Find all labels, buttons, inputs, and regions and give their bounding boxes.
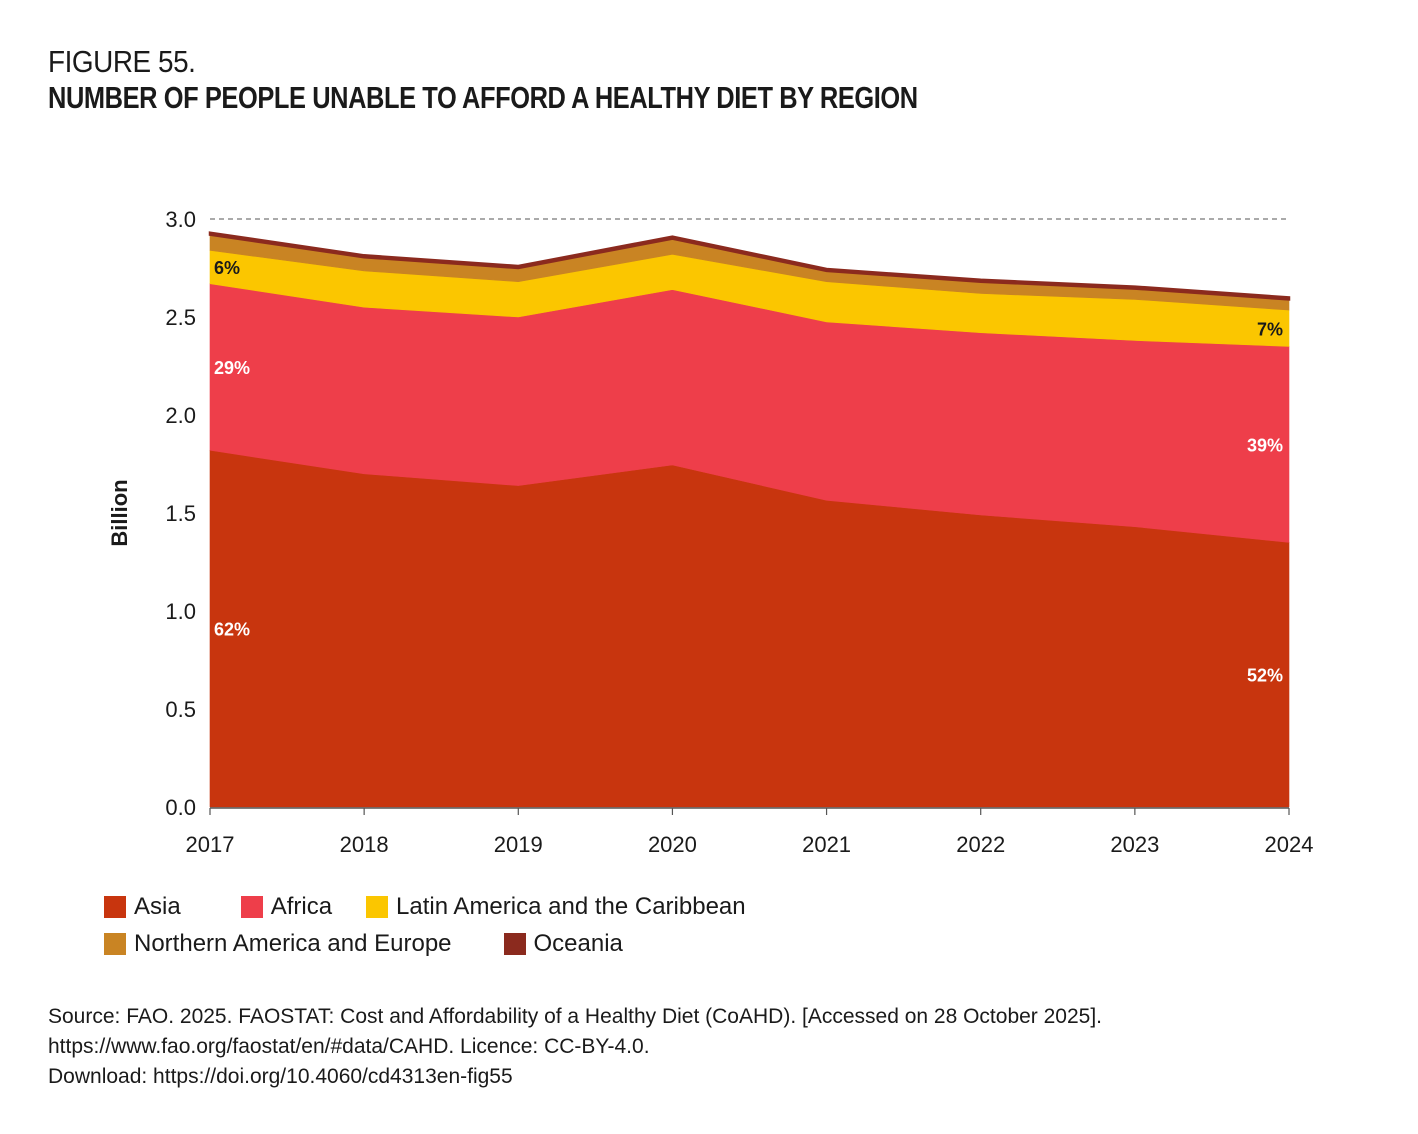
axes: 2017 2018 2019 2020 2021 2022 2023 2024 0.0 0.5 1.… [165, 207, 1313, 857]
x-tick-label: 2024 [1265, 832, 1314, 857]
legend-swatch-nae [104, 932, 126, 955]
legend-row-2: Northern America and Europe Oceania [104, 925, 780, 962]
y-tick-label: 2.0 [165, 403, 196, 428]
legend-swatch-oceania [503, 932, 526, 955]
annotations: 62% 29% 6% 52% 39% 7% [214, 258, 1283, 686]
y-tick-label: 0.0 [165, 795, 196, 820]
y-tick-label: 2.5 [165, 305, 196, 330]
pct-label-asia-2017: 62% [214, 620, 250, 640]
figure-number: FIGURE 55. [48, 44, 196, 79]
x-tick-label: 2023 [1110, 832, 1159, 857]
legend-swatch-asia [104, 895, 126, 918]
source-line-1: Source: FAO. 2025. FAOSTAT: Cost and Aff… [48, 1005, 1103, 1028]
x-tick-label: 2022 [956, 832, 1005, 857]
y-tick-label: 1.0 [165, 599, 196, 624]
legend-item-oceania: Oceania [503, 929, 623, 958]
legend-item-asia: Asia [104, 893, 181, 921]
pct-label-latin-america-and-the-caribbean-2024: 7% [1257, 319, 1283, 339]
legend-label-africa: Africa [270, 892, 333, 920]
legend-label-asia: Asia [134, 892, 181, 920]
pct-label-africa-2017: 29% [214, 358, 250, 378]
pct-label-asia-2024: 52% [1247, 666, 1283, 686]
x-tick-label: 2019 [494, 832, 543, 857]
x-tick-label: 2021 [802, 832, 851, 857]
source-line-3: Download: https://doi.org/10.4060/cd4313… [48, 1065, 513, 1088]
y-tick-label: 1.5 [165, 501, 196, 526]
legend-swatch-africa [240, 895, 263, 918]
legend-label-lac: Latin America and the Caribbean [396, 892, 746, 920]
legend: Asia Africa Latin America and the Caribb… [104, 888, 780, 962]
legend-label-nae: Northern America and Europe [134, 929, 452, 957]
y-tick-label: 3.0 [165, 207, 196, 232]
pct-label-africa-2024: 39% [1247, 435, 1283, 455]
area-layers [208, 231, 1291, 808]
legend-item-africa: Africa [240, 892, 333, 921]
pct-label-latin-america-and-the-caribbean-2017: 6% [214, 258, 240, 278]
legend-item-lac: Latin America and the Caribbean [366, 893, 746, 921]
y-axis-label: Billion [107, 479, 132, 546]
x-tick-label: 2020 [648, 832, 697, 857]
stacked-area-chart: 2017 2018 2019 2020 2021 2022 2023 2024 0.0 0.5 1.… [107, 207, 1313, 857]
area-oceania [208, 231, 1291, 301]
source-line-2: https://www.fao.org/faostat/en/#data/CAH… [48, 1035, 650, 1058]
legend-item-nae: Northern America and Europe [104, 930, 452, 958]
y-tick-label: 0.5 [165, 697, 196, 722]
figure-title: NUMBER OF PEOPLE UNABLE TO AFFORD A HEAL… [48, 80, 918, 115]
x-tick-label: 2018 [340, 832, 389, 857]
legend-row-1: Asia Africa Latin America and the Caribb… [104, 888, 780, 925]
legend-label-oceania: Oceania [533, 929, 623, 957]
source-note: Source: FAO. 2025. FAOSTAT: Cost and Aff… [48, 1002, 1102, 1092]
legend-swatch-lac [366, 895, 389, 918]
x-tick-label: 2017 [186, 832, 235, 857]
